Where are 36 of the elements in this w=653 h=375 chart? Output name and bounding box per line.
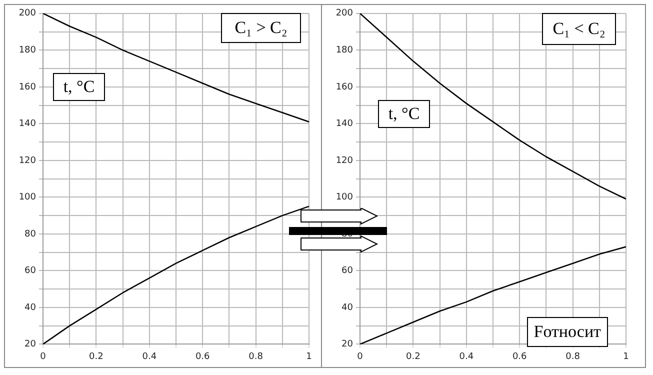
y-tick-label: 200 <box>18 8 36 19</box>
y-tick-label: 180 <box>18 46 36 56</box>
y-tick-label: 20 <box>342 340 354 350</box>
y-tick-label: 200 <box>336 8 354 19</box>
y-tick-label: 120 <box>336 156 354 166</box>
y-tick-label: 40 <box>342 302 354 313</box>
y-tick-label: 100 <box>336 192 354 203</box>
x-tick-label: 0.8 <box>248 352 264 362</box>
y-tick-label: 180 <box>336 46 354 56</box>
y-tick-label: 140 <box>336 119 354 130</box>
x-tick-label: 0 <box>357 352 364 362</box>
x-tick-label: 0 <box>40 352 46 362</box>
y-tick-label: 60 <box>342 266 354 276</box>
x-tick-label: 0.6 <box>512 352 528 362</box>
annotation: t, °C <box>53 73 105 101</box>
x-tick-label: 0.6 <box>195 352 210 362</box>
y-tick-label: 120 <box>18 156 36 166</box>
y-tick-label: 80 <box>24 229 36 240</box>
annotation: C₁ < C₂ <box>542 13 616 45</box>
x-tick-label: 0.8 <box>566 352 580 362</box>
x-tick-label: 1 <box>306 352 312 362</box>
x-tick-label: 0.2 <box>406 352 420 362</box>
x-tick-label: 0.2 <box>89 352 104 362</box>
y-tick-label: 60 <box>24 266 36 276</box>
x-tick-label: 0.4 <box>142 352 157 362</box>
annotation: C₁ > C₂ <box>221 13 301 43</box>
y-tick-label: 20 <box>24 340 36 350</box>
y-tick-label: 40 <box>24 302 36 313</box>
x-tick-label: 1 <box>623 352 629 362</box>
y-tick-label: 100 <box>18 192 36 203</box>
x-tick-label: 0.4 <box>459 352 474 362</box>
annotation: t, °C <box>378 100 430 128</box>
y-tick-label: 140 <box>18 119 36 130</box>
y-tick-label: 160 <box>336 82 354 92</box>
y-tick-label: 160 <box>18 82 36 92</box>
annotation: Fотносит <box>526 317 608 347</box>
